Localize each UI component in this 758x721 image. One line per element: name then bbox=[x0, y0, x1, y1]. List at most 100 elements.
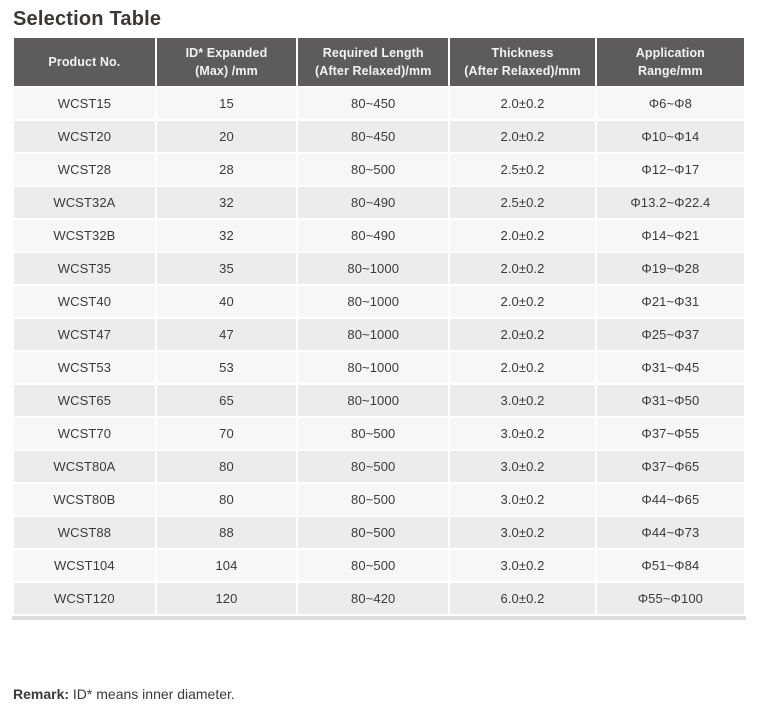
table-cell: WCST40 bbox=[14, 286, 155, 317]
table-cell: 80~500 bbox=[298, 154, 449, 185]
header-line: Thickness bbox=[491, 45, 554, 60]
header-id-expanded: ID* Expanded (Max) /mm bbox=[156, 38, 297, 86]
table-row: WCST80A 80 80~500 3.0±0.2 Φ37~Φ65 bbox=[14, 451, 744, 482]
table-cell: 2.0±0.2 bbox=[450, 253, 595, 284]
table-cell: 2.0±0.2 bbox=[450, 352, 595, 383]
table-cell: 2.0±0.2 bbox=[450, 220, 595, 251]
selection-table: Product No. ID* Expanded (Max) /mm Requi… bbox=[12, 36, 746, 620]
table-cell: WCST32A bbox=[14, 187, 155, 218]
table-cell: Φ37~Φ55 bbox=[596, 418, 744, 449]
table-cell: 80~420 bbox=[298, 583, 449, 614]
table-cell: 80 bbox=[156, 451, 297, 482]
table-cell: 15 bbox=[156, 88, 297, 119]
table-row: WCST80B 80 80~500 3.0±0.2 Φ44~Φ65 bbox=[14, 484, 744, 515]
table-cell: 70 bbox=[156, 418, 297, 449]
table-cell: Φ21~Φ31 bbox=[596, 286, 744, 317]
header-required-length: Required Length (After Relaxed)/mm bbox=[298, 38, 449, 86]
table-cell: Φ51~Φ84 bbox=[596, 550, 744, 581]
table-cell: 2.0±0.2 bbox=[450, 319, 595, 350]
table-cell: WCST20 bbox=[14, 121, 155, 152]
table-cell: 120 bbox=[156, 583, 297, 614]
header-thickness: Thickness (After Relaxed)/mm bbox=[450, 38, 595, 86]
table-cell: 2.0±0.2 bbox=[450, 88, 595, 119]
table-cell: 6.0±0.2 bbox=[450, 583, 595, 614]
remark: Remark: ID* means inner diameter. bbox=[13, 686, 746, 702]
table-cell: WCST35 bbox=[14, 253, 155, 284]
remark-text: ID* means inner diameter. bbox=[69, 686, 235, 702]
table-cell: 65 bbox=[156, 385, 297, 416]
table-cell: WCST70 bbox=[14, 418, 155, 449]
table-cell: 80~1000 bbox=[298, 385, 449, 416]
table-row: WCST28 28 80~500 2.5±0.2 Φ12~Φ17 bbox=[14, 154, 744, 185]
table-cell: 32 bbox=[156, 187, 297, 218]
header-line: (After Relaxed)/mm bbox=[315, 64, 432, 78]
header-line: Required Length bbox=[322, 45, 424, 60]
page-title: Selection Table bbox=[13, 8, 162, 30]
table-cell: 80~500 bbox=[298, 550, 449, 581]
table-cell: 3.0±0.2 bbox=[450, 550, 595, 581]
table-cell: 104 bbox=[156, 550, 297, 581]
table-row: WCST65 65 80~1000 3.0±0.2 Φ31~Φ50 bbox=[14, 385, 744, 416]
table-cell: 80~500 bbox=[298, 418, 449, 449]
table-row: WCST88 88 80~500 3.0±0.2 Φ44~Φ73 bbox=[14, 517, 744, 548]
table-cell: 28 bbox=[156, 154, 297, 185]
header-line: Application bbox=[635, 45, 705, 60]
table-cell: 80~1000 bbox=[298, 253, 449, 284]
remark-label: Remark: bbox=[13, 686, 70, 702]
header-line: (Max) /mm bbox=[195, 64, 258, 78]
table-cell: WCST120 bbox=[14, 583, 155, 614]
table-cell: Φ10~Φ14 bbox=[596, 121, 744, 152]
table-cell: Φ55~Φ100 bbox=[596, 583, 744, 614]
table-cell: 47 bbox=[156, 319, 297, 350]
table-cell: 3.0±0.2 bbox=[450, 517, 595, 548]
table-cell: Φ12~Φ17 bbox=[596, 154, 744, 185]
table-cell: 53 bbox=[156, 352, 297, 383]
table-cell: WCST88 bbox=[14, 517, 155, 548]
table-cell: 80~450 bbox=[298, 88, 449, 119]
table-cell: 80~1000 bbox=[298, 352, 449, 383]
table-cell: Φ14~Φ21 bbox=[596, 220, 744, 251]
table-cell: 2.5±0.2 bbox=[450, 154, 595, 185]
header-product-no: Product No. bbox=[14, 38, 155, 86]
table-cell: Φ25~Φ37 bbox=[596, 319, 744, 350]
table-cell: 80~500 bbox=[298, 517, 449, 548]
table-cell: 80~1000 bbox=[298, 286, 449, 317]
table-cell: Φ44~Φ73 bbox=[596, 517, 744, 548]
table-cell: 3.0±0.2 bbox=[450, 385, 595, 416]
table-cell: 2.0±0.2 bbox=[450, 121, 595, 152]
table-cell: Φ19~Φ28 bbox=[596, 253, 744, 284]
table-cell: 3.0±0.2 bbox=[450, 484, 595, 515]
table-cell: WCST53 bbox=[14, 352, 155, 383]
table-row: WCST35 35 80~1000 2.0±0.2 Φ19~Φ28 bbox=[14, 253, 744, 284]
table-cell: 80~490 bbox=[298, 187, 449, 218]
table-cell: 32 bbox=[156, 220, 297, 251]
table-row: WCST15 15 80~450 2.0±0.2 Φ6~Φ8 bbox=[14, 88, 744, 119]
header-line: Range/mm bbox=[637, 64, 703, 78]
table-cell: 3.0±0.2 bbox=[450, 451, 595, 482]
table-cell: WCST80A bbox=[14, 451, 155, 482]
table-cell: WCST15 bbox=[14, 88, 155, 119]
table-body: WCST15 15 80~450 2.0±0.2 Φ6~Φ8 WCST20 20 80~450… bbox=[14, 88, 744, 614]
table-row: WCST20 20 80~450 2.0±0.2 Φ10~Φ14 bbox=[14, 121, 744, 152]
table-cell: Φ6~Φ8 bbox=[596, 88, 744, 119]
table-cell: 40 bbox=[156, 286, 297, 317]
table-row: WCST47 47 80~1000 2.0±0.2 Φ25~Φ37 bbox=[14, 319, 744, 350]
table-cell: 80 bbox=[156, 484, 297, 515]
table-cell: Φ37~Φ65 bbox=[596, 451, 744, 482]
header-application-range: Application Range/mm bbox=[596, 38, 744, 86]
table-cell: 80~1000 bbox=[298, 319, 449, 350]
table-cell: 2.0±0.2 bbox=[450, 286, 595, 317]
table-row: WCST40 40 80~1000 2.0±0.2 Φ21~Φ31 bbox=[14, 286, 744, 317]
table-cell: WCST65 bbox=[14, 385, 155, 416]
table-row: WCST120 120 80~420 6.0±0.2 Φ55~Φ100 bbox=[14, 583, 744, 614]
table-row: WCST104 104 80~500 3.0±0.2 Φ51~Φ84 bbox=[14, 550, 744, 581]
table-row: WCST70 70 80~500 3.0±0.2 Φ37~Φ55 bbox=[14, 418, 744, 449]
header-line: Product No. bbox=[48, 54, 121, 69]
table-cell: 80~450 bbox=[298, 121, 449, 152]
table-cell: Φ31~Φ45 bbox=[596, 352, 744, 383]
table-cell: WCST104 bbox=[14, 550, 155, 581]
table-row: WCST32A 32 80~490 2.5±0.2 Φ13.2~Φ22.4 bbox=[14, 187, 744, 218]
table-cell: 80~490 bbox=[298, 220, 449, 251]
header-row: Product No. ID* Expanded (Max) /mm Requi… bbox=[14, 38, 744, 86]
